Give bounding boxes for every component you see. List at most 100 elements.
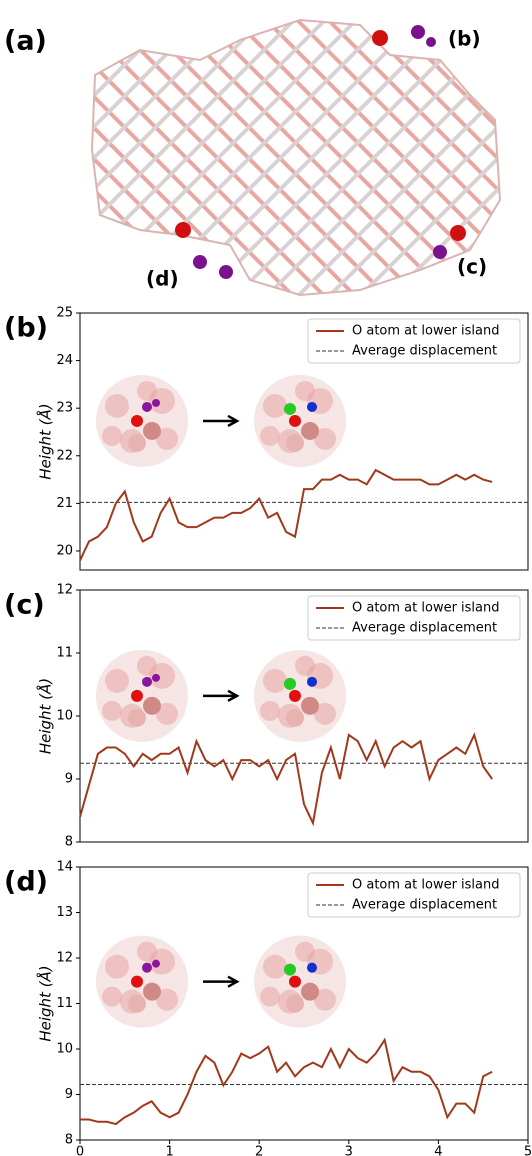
inset-atom: [102, 700, 122, 721]
inset-atom: [105, 954, 129, 979]
inset-atom: [284, 963, 296, 976]
y-tick-label: 12: [56, 951, 73, 966]
legend-box: [307, 318, 521, 364]
arrow: [203, 975, 240, 988]
marker-label: (b): [448, 27, 481, 51]
y-tick-label: 8: [65, 1133, 73, 1148]
inset-atom: [284, 402, 296, 415]
inset-atom: [301, 982, 319, 1001]
inset-atom: [295, 655, 315, 676]
legend-label: O atom at lower island: [352, 601, 500, 616]
atom: [372, 30, 388, 46]
y-tick-label: 9: [65, 772, 73, 787]
x-tick-label: 3: [345, 1145, 353, 1156]
plot-frame: [79, 312, 529, 571]
marker-label: (c): [457, 255, 487, 279]
atom: [175, 222, 191, 238]
inset-atom: [289, 414, 301, 427]
inset-atom: [143, 696, 161, 715]
atom: [219, 265, 233, 279]
inset-atom: [128, 433, 146, 452]
x-tick-label: 0: [76, 1145, 84, 1156]
inset-atom: [128, 708, 146, 727]
inset-atom: [286, 433, 304, 452]
inset-atom: [128, 994, 146, 1013]
y-tick-label: 24: [56, 353, 73, 368]
inset-atom: [263, 668, 287, 693]
atom: [193, 255, 207, 269]
inset-atom: [102, 425, 122, 446]
y-tick-label: 22: [56, 448, 73, 463]
y-tick-label: 23: [56, 401, 73, 416]
atom: [433, 245, 447, 259]
panel-label: (c): [4, 590, 45, 621]
inset-atom: [137, 655, 157, 676]
inset-atom: [142, 676, 152, 687]
y-tick-label: 12: [56, 583, 73, 598]
inset-atom: [307, 962, 317, 973]
inset-atom: [137, 941, 157, 962]
x-tick-label: 2: [255, 1145, 263, 1156]
legend-label: Average displacement: [352, 898, 497, 913]
marker-label: (d): [146, 267, 179, 291]
inset-atom: [137, 380, 157, 401]
inset-atom: [156, 988, 178, 1011]
y-tick-label: 9: [65, 1087, 73, 1102]
inset-atom: [142, 962, 152, 973]
inset-atom: [307, 676, 317, 687]
inset-atom: [286, 994, 304, 1013]
structure-image: (a) (b) (c) (d): [4, 18, 502, 297]
arrow: [203, 414, 240, 428]
inset-atom: [142, 401, 152, 412]
y-tick-label: 10: [56, 709, 73, 724]
y-axis-label: Height (Å): [36, 403, 55, 479]
inset-atom: [105, 668, 129, 693]
inset-atom: [289, 689, 301, 702]
inset-atom: [301, 421, 319, 440]
inset-atom: [301, 696, 319, 715]
legend-label: Average displacement: [352, 621, 497, 636]
inset-atom: [131, 975, 143, 988]
atom: [426, 37, 436, 47]
inset-atom: [263, 393, 287, 418]
y-tick-label: 8: [65, 835, 73, 850]
y-axis-label: Height (Å): [36, 965, 55, 1041]
inset-atom: [286, 708, 304, 727]
inset-atom: [156, 427, 178, 450]
inset-atom: [295, 941, 315, 962]
data-line: [79, 468, 493, 561]
inset-atom: [152, 398, 160, 407]
panel-label: (b): [4, 313, 48, 344]
inset-atom: [131, 689, 143, 702]
x-tick-label: 5: [524, 1145, 532, 1156]
x-tick-label: 4: [434, 1145, 442, 1156]
y-tick-label: 11: [56, 996, 73, 1011]
inset-atom: [152, 673, 160, 682]
inset-atom: [307, 401, 317, 412]
y-tick-label: 10: [56, 1042, 73, 1057]
y-tick-label: 11: [56, 646, 73, 661]
inset-atom: [314, 702, 336, 725]
atom: [411, 25, 425, 39]
inset-atom: [143, 982, 161, 1001]
legend-label: O atom at lower island: [352, 324, 500, 339]
y-tick-label: 20: [56, 543, 73, 558]
inset-atom: [131, 414, 143, 427]
inset-atom: [263, 954, 287, 979]
inset-atom: [260, 986, 280, 1007]
inset-atom: [284, 677, 296, 690]
y-axis-label: Height (Å): [36, 678, 55, 754]
inset-atom: [156, 702, 178, 725]
atom: [450, 225, 466, 241]
inset-atom: [143, 421, 161, 440]
data-line: [79, 732, 493, 827]
lattice: [90, 18, 502, 297]
inset-atom: [260, 700, 280, 721]
inset-atom: [152, 959, 160, 968]
y-tick-label: 25: [56, 306, 73, 321]
y-tick-label: 13: [56, 905, 73, 920]
inset-atom: [289, 975, 301, 988]
legend-box: [307, 595, 521, 641]
inset-atom: [295, 380, 315, 401]
